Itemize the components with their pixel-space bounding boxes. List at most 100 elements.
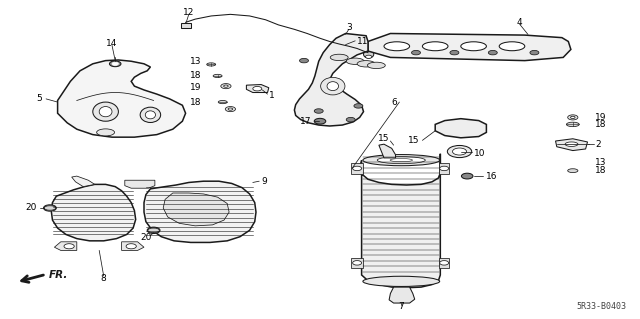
Text: 10: 10 xyxy=(474,149,485,158)
Polygon shape xyxy=(435,119,486,138)
Text: 4: 4 xyxy=(517,18,522,27)
Text: 15: 15 xyxy=(408,136,419,145)
Polygon shape xyxy=(72,176,95,187)
Circle shape xyxy=(353,166,362,171)
Text: 17: 17 xyxy=(300,117,311,126)
Ellipse shape xyxy=(225,107,236,112)
Circle shape xyxy=(44,205,56,211)
Polygon shape xyxy=(51,184,136,241)
Ellipse shape xyxy=(447,145,472,158)
Ellipse shape xyxy=(321,77,345,95)
Ellipse shape xyxy=(93,102,118,121)
Polygon shape xyxy=(351,258,363,268)
Ellipse shape xyxy=(253,86,262,91)
Polygon shape xyxy=(379,144,396,158)
Text: 18: 18 xyxy=(595,166,607,175)
Circle shape xyxy=(530,50,539,55)
Ellipse shape xyxy=(367,62,385,69)
Polygon shape xyxy=(163,193,229,226)
Circle shape xyxy=(346,117,355,122)
Ellipse shape xyxy=(346,58,364,64)
Circle shape xyxy=(461,173,473,179)
Circle shape xyxy=(64,244,74,249)
Polygon shape xyxy=(122,242,144,250)
Ellipse shape xyxy=(221,84,231,89)
Ellipse shape xyxy=(327,82,339,91)
Text: 16: 16 xyxy=(486,172,498,181)
Ellipse shape xyxy=(224,85,228,87)
Ellipse shape xyxy=(565,142,578,146)
Ellipse shape xyxy=(566,122,579,127)
Polygon shape xyxy=(389,287,415,303)
Text: 14: 14 xyxy=(106,39,118,48)
Circle shape xyxy=(365,55,372,58)
Text: 5R33-B0403: 5R33-B0403 xyxy=(576,302,626,311)
Circle shape xyxy=(109,61,121,67)
Text: 13: 13 xyxy=(190,57,202,66)
Ellipse shape xyxy=(568,115,578,120)
Ellipse shape xyxy=(568,169,578,173)
Text: 5: 5 xyxy=(36,94,42,103)
Ellipse shape xyxy=(499,42,525,51)
Text: 20: 20 xyxy=(26,204,37,212)
Circle shape xyxy=(314,109,323,113)
Ellipse shape xyxy=(218,100,227,104)
Polygon shape xyxy=(54,242,77,250)
Circle shape xyxy=(440,261,449,265)
Text: 6: 6 xyxy=(391,98,397,107)
Text: 8: 8 xyxy=(101,274,106,283)
Text: 7: 7 xyxy=(399,302,404,311)
Ellipse shape xyxy=(422,42,448,51)
Text: 3: 3 xyxy=(346,23,351,32)
Circle shape xyxy=(314,118,326,124)
Text: 2: 2 xyxy=(595,140,601,149)
Text: FR.: FR. xyxy=(49,270,68,280)
Circle shape xyxy=(488,50,497,55)
Circle shape xyxy=(112,62,118,65)
Text: 11: 11 xyxy=(357,37,369,46)
Polygon shape xyxy=(439,163,449,174)
Ellipse shape xyxy=(207,63,216,66)
Circle shape xyxy=(126,244,136,249)
Circle shape xyxy=(412,50,420,55)
Text: 18: 18 xyxy=(595,120,607,129)
Ellipse shape xyxy=(99,107,112,117)
Ellipse shape xyxy=(228,108,233,110)
Circle shape xyxy=(147,227,160,234)
Circle shape xyxy=(440,166,449,171)
Polygon shape xyxy=(351,163,363,174)
Ellipse shape xyxy=(363,276,440,286)
Text: 13: 13 xyxy=(595,158,607,167)
Text: 18: 18 xyxy=(190,98,202,107)
Ellipse shape xyxy=(461,42,486,51)
Polygon shape xyxy=(125,180,155,188)
Ellipse shape xyxy=(213,74,222,78)
Ellipse shape xyxy=(390,159,413,162)
Ellipse shape xyxy=(357,61,375,67)
Ellipse shape xyxy=(378,157,425,164)
Ellipse shape xyxy=(384,42,410,51)
Ellipse shape xyxy=(145,111,156,119)
Circle shape xyxy=(450,50,459,55)
Text: 9: 9 xyxy=(261,177,267,186)
Polygon shape xyxy=(439,258,449,268)
Circle shape xyxy=(354,104,363,108)
Ellipse shape xyxy=(364,50,374,58)
Polygon shape xyxy=(294,33,368,126)
Polygon shape xyxy=(246,85,269,93)
Text: 12: 12 xyxy=(183,8,195,17)
Text: 19: 19 xyxy=(595,113,607,122)
Polygon shape xyxy=(181,23,191,28)
Ellipse shape xyxy=(363,155,440,166)
Circle shape xyxy=(300,58,308,63)
Polygon shape xyxy=(58,60,186,137)
Circle shape xyxy=(353,261,362,265)
Text: 1: 1 xyxy=(269,91,275,100)
Polygon shape xyxy=(360,154,440,288)
Polygon shape xyxy=(144,181,256,242)
Polygon shape xyxy=(368,33,571,61)
Text: 18: 18 xyxy=(190,71,202,80)
Ellipse shape xyxy=(97,129,115,136)
Text: 19: 19 xyxy=(190,83,202,92)
Text: 20: 20 xyxy=(140,233,152,242)
